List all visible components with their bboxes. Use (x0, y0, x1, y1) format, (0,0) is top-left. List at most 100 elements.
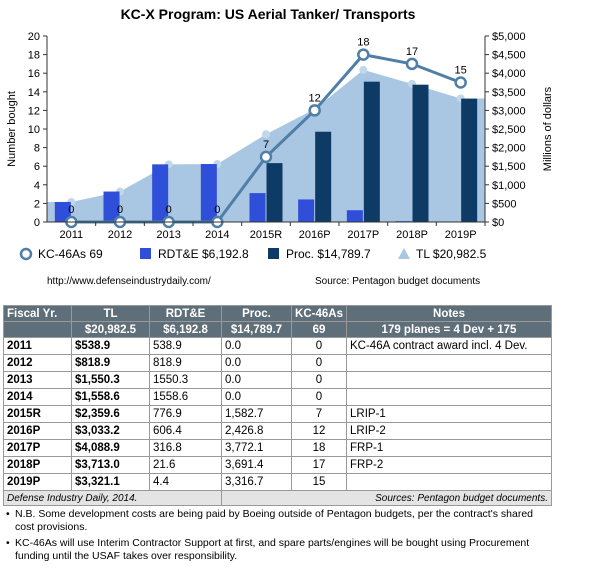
footer-credit: Defense Industry Daily, 2014. (3, 490, 222, 506)
cell-kc46as: 7 (291, 405, 347, 423)
legend-swatch (140, 248, 151, 259)
cell-rdte: 606.4 (149, 422, 222, 440)
kc46-point (454, 76, 467, 89)
footnote: • N.B. Some development costs are being … (6, 508, 551, 533)
x-tick-label: 2015R (250, 229, 282, 241)
cell-rdte: 4.4 (149, 473, 222, 491)
cell-tl: $1,558.6 (71, 388, 150, 406)
left-tick-label: 20 (28, 31, 40, 43)
kc46-data-label: 0 (214, 204, 220, 216)
right-tick-label: $4,000 (492, 68, 526, 80)
x-tick-label: 2011 (60, 229, 84, 241)
cell-fiscal-year: 2011 (3, 337, 72, 355)
right-tick-label: $2,000 (492, 143, 526, 155)
left-tick-label: 14 (28, 87, 40, 99)
total-blank (3, 321, 72, 338)
header-notes: Notes (346, 305, 552, 322)
cell-tl: $3,713.0 (71, 456, 150, 474)
cell-tl: $4,088.9 (71, 439, 150, 457)
legend: KC-46As 69 RDT&E $6,192.8 Proc. $14,789.7 T… (19, 247, 487, 261)
right-tick-label: $3,000 (492, 105, 526, 117)
kc46-point (405, 57, 419, 71)
bar-layer (54, 81, 478, 222)
proc-bar (266, 163, 283, 222)
right-tick-label: $5,000 (492, 31, 526, 43)
left-tick-label: 16 (28, 68, 40, 80)
cell-fiscal-year: 2015R (3, 405, 72, 423)
cell-rdte: 538.9 (149, 337, 222, 355)
cell-proc: 3,316.7 (221, 473, 292, 491)
table-row: 2011 $538.9 538.9 0.0 0 KC-46A contract award… (3, 337, 552, 355)
cell-kc46as: 17 (291, 456, 347, 474)
footnote: • KC-46As will use Interim Contractor Su… (6, 537, 551, 562)
rdte-bar (298, 199, 315, 222)
cell-tl: $538.9 (71, 337, 150, 355)
cell-kc46as: 0 (291, 388, 347, 406)
cell-kc46as: 0 (291, 354, 347, 372)
right-tick-label: $1,500 (492, 161, 526, 173)
proc-bar (363, 81, 380, 222)
cell-notes: FRP-1 (346, 439, 552, 457)
budget-table: Fiscal Yr. TL RDT&E Proc. KC-46As Notes … (3, 305, 552, 506)
x-tick-label: 2017P (347, 229, 379, 241)
cell-fiscal-year: 2016P (3, 422, 72, 440)
legend-label: TL $20,982.5 (416, 247, 487, 261)
legend-rdte: RDT&E $6,192.8 (140, 247, 249, 261)
cell-notes: LRIP-2 (346, 422, 552, 440)
legend-swatch (398, 248, 410, 259)
kc46-data-label: 15 (455, 65, 467, 77)
x-tick-label: 2018P (396, 229, 428, 241)
cell-fiscal-year: 2013 (3, 371, 72, 389)
table-body: 2011 $538.9 538.9 0.0 0 KC-46A contract award… (3, 337, 552, 491)
right-tick-label: $0 (492, 217, 504, 229)
total-notes: 179 planes = 4 Dev + 175 (346, 321, 552, 338)
legend-label: Proc. $14,789.7 (286, 247, 371, 261)
source-url: http://www.defenseindustrydaily.com/ (47, 276, 211, 287)
kc46-data-label: 12 (309, 92, 321, 104)
left-tick-label: 8 (34, 143, 40, 155)
cell-proc: 3,691.4 (221, 456, 292, 474)
cell-rdte: 316.8 (149, 439, 222, 457)
cell-notes (346, 371, 552, 389)
cell-notes (346, 354, 552, 372)
bullet: • (6, 537, 10, 549)
table-row: 2013 $1,550.3 1550.3 0.0 0 (3, 371, 552, 389)
tl-point (262, 130, 270, 139)
total-proc: $14,789.7 (221, 321, 292, 338)
footnotes: • N.B. Some development costs are being … (6, 508, 551, 566)
legend-label: KC-46As 69 (38, 247, 103, 261)
cell-tl: $818.9 (71, 354, 150, 372)
cell-rdte: 818.9 (149, 354, 222, 372)
total-kc46as: 69 (291, 321, 347, 338)
footnote-text: N.B. Some development costs are being pa… (15, 508, 533, 533)
right-tick-label: $3,500 (492, 87, 526, 99)
cell-proc: 0.0 (221, 337, 292, 355)
total-rdte: $6,192.8 (149, 321, 222, 338)
header-tl: TL (71, 305, 150, 322)
table-row: 2017P $4,088.9 316.8 3,772.1 18 FRP-1 (3, 439, 552, 457)
table-footer-row: Defense Industry Daily, 2014. Sources: P… (3, 490, 552, 506)
cell-tl: $2,359.6 (71, 405, 150, 423)
source-credit: Source: Pentagon budget documents (315, 276, 481, 287)
cell-notes: FRP-2 (346, 456, 552, 474)
legend-proc: Proc. $14,789.7 (268, 247, 371, 261)
proc-bar (412, 84, 429, 222)
table-row: 2016P $3,033.2 606.4 2,426.8 12 LRIP-2 (3, 422, 552, 440)
cell-rdte: 21.6 (149, 456, 222, 474)
cell-proc: 2,426.8 (221, 422, 292, 440)
left-tick-label: 6 (34, 161, 40, 173)
kc-x-chart: KC-X Program: US Aerial Tanker/ Transpor… (6, 6, 554, 261)
kc46-data-label: 0 (166, 204, 172, 216)
table-row: 2018P $3,713.0 21.6 3,691.4 17 FRP-2 (3, 456, 552, 474)
left-tick-label: 12 (28, 105, 40, 117)
header-kc46as: KC-46As (291, 305, 347, 322)
right-tick-label: $1,000 (492, 180, 526, 192)
rdte-bar (200, 164, 217, 222)
x-tick-label: 2013 (156, 229, 180, 241)
cell-proc: 0.0 (221, 388, 292, 406)
legend-label: RDT&E $6,192.8 (158, 247, 249, 261)
x-tick-label: 2012 (108, 229, 132, 241)
cell-tl: $1,550.3 (71, 371, 150, 389)
cell-fiscal-year: 2019P (3, 473, 72, 491)
cell-proc: 3,772.1 (221, 439, 292, 457)
